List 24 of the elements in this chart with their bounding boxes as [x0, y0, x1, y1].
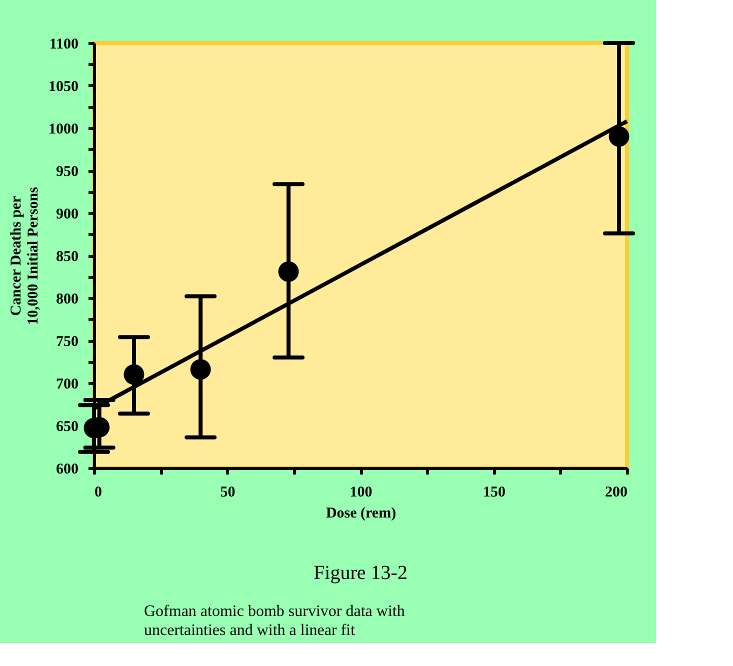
point: [190, 359, 211, 380]
x-tick-label: 200: [605, 484, 628, 500]
y-tick-label: 1000: [48, 122, 78, 138]
x-axis-title: Dose (rem): [326, 506, 396, 522]
y-tick-label: 600: [56, 462, 78, 478]
y-tick-label: 900: [56, 206, 78, 222]
point: [124, 364, 144, 385]
y-tick-label: 650: [56, 419, 78, 435]
x-tick-label: 50: [220, 484, 236, 500]
y-tick-label: 1100: [49, 36, 78, 52]
y-tick-label: 800: [56, 292, 78, 308]
y-tick-label: 1050: [48, 79, 78, 95]
x-tick-label: 100: [350, 484, 372, 500]
text: Gofman atomic bomb survivor data with uncertainties and with a linear fit: [144, 603, 405, 639]
x-tick-label: 150: [483, 484, 506, 500]
point: [608, 126, 630, 147]
point: [278, 261, 299, 282]
y-tick-label: 950: [56, 164, 78, 180]
y-axis-title: Cancer Deaths per 10,000 Initial Persons: [8, 186, 42, 325]
y-tick-label: 700: [56, 376, 78, 392]
y-tick-label: 750: [56, 334, 78, 350]
x-tick-label: 0: [94, 484, 102, 500]
y-tick-label: 850: [56, 249, 78, 265]
caption: Figure 13-2: [314, 562, 408, 584]
